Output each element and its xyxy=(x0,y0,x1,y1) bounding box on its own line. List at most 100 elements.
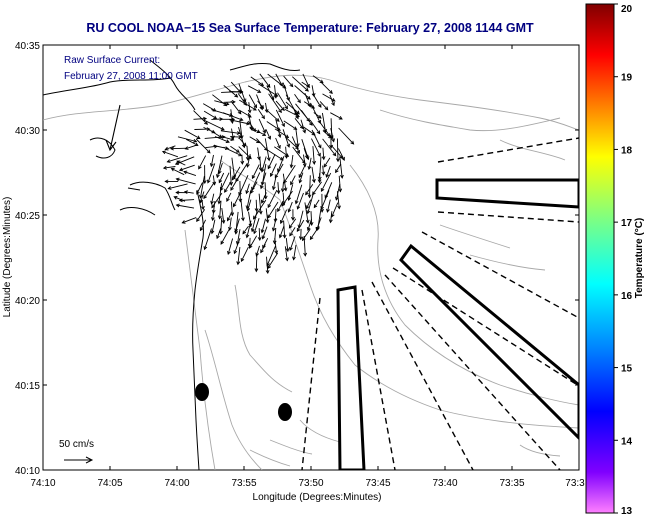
current-vector xyxy=(277,156,285,172)
x-tick-label: 73:40 xyxy=(432,478,457,489)
current-vector xyxy=(335,184,341,200)
current-vector xyxy=(280,209,288,224)
current-vector xyxy=(184,129,201,139)
current-vector xyxy=(266,109,280,122)
current-vector xyxy=(163,166,176,169)
colorbar-tick-label: 16 xyxy=(621,291,633,302)
current-vector-head xyxy=(193,138,198,143)
current-vector xyxy=(177,136,197,142)
current-vector-head xyxy=(271,227,276,232)
current-vector xyxy=(184,191,194,194)
current-vector-head xyxy=(272,240,277,245)
current-vector xyxy=(249,136,260,143)
current-vector-head xyxy=(249,244,253,249)
colorbar-label: Temperature (°C) xyxy=(634,218,645,299)
current-vector xyxy=(218,172,225,183)
current-vector xyxy=(246,154,251,167)
current-vector xyxy=(301,81,310,88)
colorbar-tick-label: 18 xyxy=(621,145,633,156)
current-vector-head xyxy=(303,252,308,257)
current-vector xyxy=(312,93,322,108)
y-axis-label: Latitude (Degrees:Minutes) xyxy=(2,197,13,318)
current-vector xyxy=(298,166,306,178)
current-vector xyxy=(299,172,304,183)
current-vector xyxy=(220,172,230,191)
current-vector-head xyxy=(281,107,285,112)
current-vector xyxy=(257,108,265,119)
current-vector-head xyxy=(228,226,232,231)
current-vector-head xyxy=(317,144,322,149)
current-vector-head xyxy=(253,230,257,235)
current-vector-head xyxy=(271,186,276,191)
current-vector xyxy=(233,237,241,254)
current-vector xyxy=(237,247,241,265)
bathymetry-contours xyxy=(43,74,579,470)
current-vector xyxy=(240,246,249,262)
y-axis-ticks: 40:35 40:30 40:25 40:20 40:15 40:10 xyxy=(15,41,579,477)
current-vector xyxy=(310,102,321,124)
current-vector-head xyxy=(317,179,322,184)
current-vector-head xyxy=(176,160,181,165)
current-vector xyxy=(249,235,258,249)
current-vector xyxy=(293,244,297,260)
current-vector-head xyxy=(249,126,254,132)
current-vector-head xyxy=(313,204,318,209)
current-vector xyxy=(239,99,257,111)
current-vector xyxy=(303,154,306,167)
current-vector xyxy=(274,85,277,98)
current-vector xyxy=(212,94,227,107)
current-vector-head xyxy=(258,210,263,215)
current-vector xyxy=(339,156,343,178)
current-vector xyxy=(220,228,230,245)
current-vector-head xyxy=(285,248,290,253)
current-vector-head xyxy=(231,176,236,181)
current-vector-head xyxy=(306,84,311,88)
bold-zone-outlines xyxy=(336,178,579,470)
current-vector-head xyxy=(175,177,180,182)
current-vector xyxy=(282,181,284,192)
current-vector xyxy=(289,236,296,251)
current-vector xyxy=(262,226,268,239)
current-vector xyxy=(284,246,288,261)
current-vector xyxy=(235,218,240,232)
current-vector-head xyxy=(232,203,237,208)
current-vector xyxy=(283,165,296,184)
current-vector-head xyxy=(252,128,256,133)
current-vector xyxy=(305,199,312,209)
current-vector xyxy=(330,144,343,159)
current-vector xyxy=(290,154,294,168)
current-vector-head xyxy=(281,123,285,128)
current-vector xyxy=(338,175,341,192)
current-vector-head xyxy=(311,179,316,184)
current-vector xyxy=(251,164,260,179)
current-vector-head xyxy=(252,107,257,111)
current-vector-head xyxy=(213,115,218,119)
current-vector-head xyxy=(267,265,272,270)
current-vector-head xyxy=(293,126,298,130)
current-vector xyxy=(312,181,322,195)
current-vector xyxy=(283,75,294,87)
current-vector xyxy=(265,129,271,140)
current-vector xyxy=(212,175,216,185)
current-vector-head xyxy=(265,219,270,224)
current-vector-head xyxy=(196,190,200,195)
current-vector-head xyxy=(211,129,216,134)
current-vector-head xyxy=(221,219,226,224)
current-vector xyxy=(261,192,267,204)
current-vector xyxy=(218,162,223,174)
current-vector-head xyxy=(203,116,208,121)
current-vector xyxy=(168,183,188,190)
current-vector-head xyxy=(305,87,309,92)
current-vector-head xyxy=(260,249,264,254)
current-vector xyxy=(259,156,262,171)
current-vector-head xyxy=(237,110,242,115)
current-vector-head xyxy=(230,137,235,142)
current-vector xyxy=(323,157,331,168)
current-vector-head xyxy=(198,194,203,199)
x-tick-label: 73:45 xyxy=(365,478,390,489)
current-vector xyxy=(288,184,294,201)
current-vector xyxy=(211,192,223,208)
current-vector-head xyxy=(296,227,301,232)
current-vector xyxy=(193,118,207,120)
current-vector-head xyxy=(259,185,264,190)
